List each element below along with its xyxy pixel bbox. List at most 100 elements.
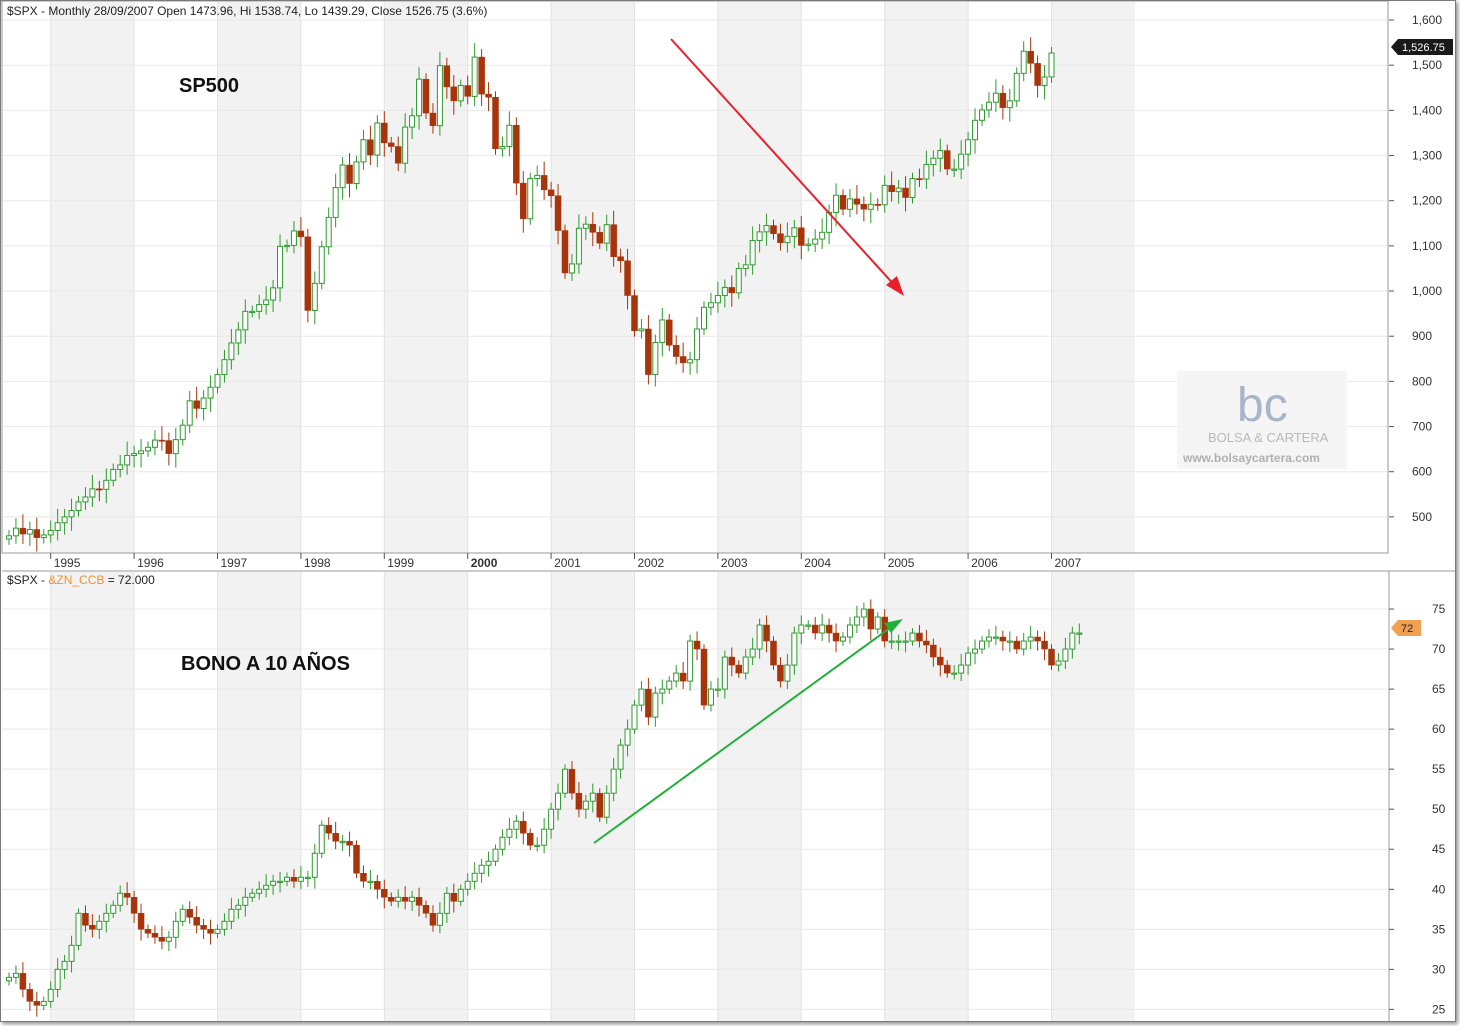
candle-body-up [749, 648, 756, 658]
candle-body-up [353, 161, 360, 185]
candle [374, 874, 381, 899]
candle-body-up [506, 828, 513, 838]
year-label: 1999 [387, 556, 414, 570]
candle [33, 991, 41, 1017]
candle-body-down [325, 824, 332, 834]
candle-body-up [416, 78, 423, 117]
candle-body-down [888, 185, 895, 192]
y-tick-label: 35 [1432, 922, 1446, 936]
candle [923, 629, 930, 654]
candle-body-down [151, 933, 159, 938]
candle [381, 111, 388, 157]
candle-body-up [951, 168, 958, 171]
candle [110, 463, 117, 487]
candle-body-down [839, 195, 847, 210]
candle [944, 144, 951, 176]
candle-body-down [937, 656, 944, 666]
candle-body-up [548, 808, 555, 830]
candle [659, 308, 666, 357]
year-label: 2005 [888, 556, 915, 570]
candle-body-down [596, 232, 603, 244]
candle-body-down [158, 439, 166, 442]
candle-body-down [415, 897, 423, 906]
candle-body-down [735, 664, 742, 674]
candle-body-up [937, 150, 944, 159]
candle [833, 183, 840, 227]
spx-candles [6, 37, 1055, 552]
candle-body-down [158, 937, 166, 942]
candle-body-up [1006, 640, 1013, 643]
candle-body-down [513, 125, 520, 184]
candle-body-down [450, 86, 458, 102]
year-label: 2007 [1055, 556, 1082, 570]
candle [561, 224, 569, 279]
candle [624, 248, 631, 310]
candle [638, 319, 645, 339]
year-label: 1996 [137, 556, 164, 570]
candle-body-up [457, 85, 464, 102]
candle [26, 982, 34, 1011]
candle [1076, 623, 1083, 645]
candle [791, 219, 798, 249]
candle [825, 618, 833, 643]
candle [965, 131, 972, 167]
candle [679, 342, 687, 373]
top-panel-header: $SPX - Monthly 28/09/2007 Open 1473.96, … [7, 4, 487, 18]
candle [332, 173, 339, 228]
candle-body-down [811, 624, 819, 634]
candle-body-up [214, 374, 221, 388]
candle-body-down [1041, 640, 1048, 650]
watermark-name: BOLSA & CARTERA [1208, 430, 1329, 445]
candle-body-up [117, 464, 124, 470]
candle [652, 686, 659, 727]
candle-body-down [930, 644, 937, 658]
candle-body-down [388, 142, 395, 147]
candle [381, 879, 388, 909]
candle-body-down [464, 85, 471, 97]
candle-body-down [527, 832, 534, 846]
watermark: bc BOLSA & CARTERA www.bolsaycartera.com [1177, 371, 1347, 469]
candle-body-up [652, 692, 659, 718]
candle [339, 157, 346, 200]
candle [1006, 88, 1013, 122]
bottom-last-value-text: 72 [1401, 623, 1413, 635]
candle [819, 613, 826, 642]
candle [770, 636, 777, 670]
candle [589, 783, 596, 813]
candle [277, 234, 284, 302]
candle-body-down [999, 636, 1007, 642]
candle-body-up [499, 146, 506, 150]
candle-body-up [742, 656, 749, 674]
candle [304, 870, 311, 887]
candle [68, 498, 75, 531]
candle-body-up [82, 496, 89, 503]
candle-body-down [33, 1001, 41, 1006]
candle-body-up [867, 203, 874, 210]
candle-body-up [534, 844, 541, 847]
candle [707, 681, 714, 712]
candle [888, 171, 895, 202]
candle [346, 153, 353, 198]
bond-y-axis: 75 70 65 60 55 50 45 40 35 30 25 [1389, 602, 1446, 1016]
year-label: 2001 [554, 556, 581, 570]
candle [965, 646, 972, 675]
candle [117, 454, 124, 478]
candle [728, 275, 736, 307]
candle-body-down [916, 178, 923, 181]
candle-body-up [54, 968, 61, 990]
candle [575, 781, 583, 818]
candle-body-up [221, 920, 228, 930]
year-shade [217, 572, 301, 1021]
candle [999, 630, 1007, 651]
candle [374, 115, 381, 168]
candle-body-up [1069, 632, 1076, 650]
candle [263, 286, 270, 315]
candle [666, 313, 673, 352]
candle [874, 198, 881, 211]
candle [582, 794, 589, 819]
candle [464, 873, 471, 896]
candle-body-up [179, 424, 186, 441]
candle [1034, 630, 1041, 651]
candle [937, 647, 944, 677]
candle-body-down [123, 893, 131, 898]
